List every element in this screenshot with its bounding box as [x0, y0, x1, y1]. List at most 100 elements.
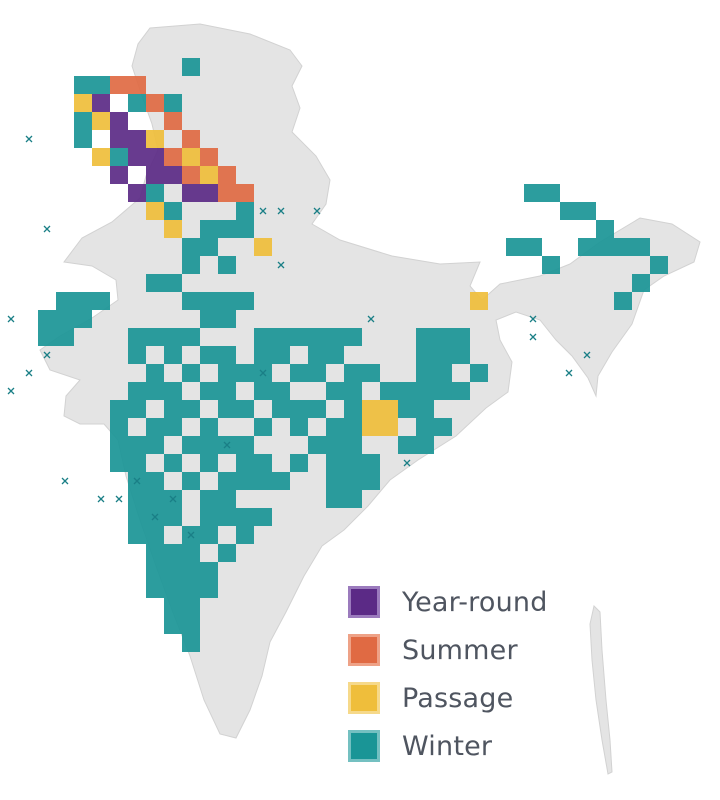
grid-cell-passage [362, 400, 380, 418]
grid-cell-winter [380, 382, 398, 400]
grid-cell-passage [380, 400, 398, 418]
sighting-cross [583, 351, 591, 359]
grid-cell-winter [146, 184, 164, 202]
grid-cell-winter [74, 310, 92, 328]
grid-cell-winter [362, 364, 380, 382]
grid-cell-winter [434, 346, 452, 364]
grid-cell-winter [182, 580, 200, 598]
island-outline [589, 605, 613, 775]
grid-cell-winter [38, 310, 56, 328]
grid-cell-winter [56, 310, 74, 328]
grid-cell-winter [416, 328, 434, 346]
grid-cell-winter [128, 400, 146, 418]
grid-cell-passage [92, 112, 110, 130]
sighting-cross [25, 369, 33, 377]
grid-cell-winter [236, 472, 254, 490]
legend-swatch-summer [348, 634, 380, 666]
grid-cell-passage [380, 418, 398, 436]
legend-item-summer: Summer [348, 626, 588, 674]
grid-cell-winter [110, 400, 128, 418]
grid-cell-winter [254, 472, 272, 490]
grid-cell-winter [416, 418, 434, 436]
grid-cell-winter [164, 544, 182, 562]
occurrence-grid [38, 58, 668, 652]
grid-cell-winter [128, 454, 146, 472]
grid-cell-summer [146, 94, 164, 112]
grid-cell-winter [128, 508, 146, 526]
grid-cell-winter [398, 400, 416, 418]
grid-cell-winter [128, 490, 146, 508]
sighting-cross [259, 207, 267, 215]
grid-cell-winter [236, 220, 254, 238]
sighting-cross [43, 225, 51, 233]
grid-cell-winter [182, 58, 200, 76]
grid-cell-winter [236, 508, 254, 526]
grid-cell-winter [416, 436, 434, 454]
sighting-cross [187, 531, 195, 539]
grid-cell-winter [326, 346, 344, 364]
grid-cell-winter [200, 562, 218, 580]
legend-label: Winter [402, 730, 493, 762]
grid-cell-winter [146, 490, 164, 508]
grid-cell-winter [110, 454, 128, 472]
grid-cell-winter [308, 436, 326, 454]
grid-cell-winter [110, 148, 128, 166]
legend-item-winter: Winter [348, 722, 588, 770]
grid-cell-winter [272, 400, 290, 418]
grid-cell-winter [164, 328, 182, 346]
grid-cell-winter [164, 454, 182, 472]
grid-cell-winter [200, 292, 218, 310]
grid-cell-winter [560, 202, 578, 220]
grid-cell-winter [164, 508, 182, 526]
grid-cell-passage [164, 220, 182, 238]
grid-cell-winter [524, 238, 542, 256]
grid-cell-winter [164, 598, 182, 616]
grid-cell-winter [182, 364, 200, 382]
grid-cell-winter [74, 112, 92, 130]
grid-cell-winter [452, 346, 470, 364]
grid-cell-winter [416, 346, 434, 364]
grid-cell-winter [272, 328, 290, 346]
grid-cell-winter [578, 238, 596, 256]
grid-cell-winter [218, 256, 236, 274]
grid-cell-winter [128, 526, 146, 544]
grid-cell-winter [164, 616, 182, 634]
grid-cell-winter [218, 382, 236, 400]
sighting-cross [133, 477, 141, 485]
grid-cell-winter [146, 418, 164, 436]
grid-cell-winter [200, 436, 218, 454]
grid-cell-winter [146, 364, 164, 382]
sighting-cross [259, 369, 267, 377]
grid-cell-year-round [200, 184, 218, 202]
grid-cell-year-round [146, 148, 164, 166]
grid-cell-winter [344, 382, 362, 400]
grid-cell-winter [56, 328, 74, 346]
grid-cell-winter [218, 346, 236, 364]
grid-cell-winter [290, 400, 308, 418]
grid-cell-winter [164, 382, 182, 400]
grid-cell-passage [146, 202, 164, 220]
grid-cell-year-round [128, 148, 146, 166]
grid-cell-year-round [146, 166, 164, 184]
grid-cell-summer [200, 148, 218, 166]
grid-cell-winter [344, 364, 362, 382]
grid-cell-winter [344, 418, 362, 436]
sighting-cross [25, 135, 33, 143]
grid-cell-winter [146, 580, 164, 598]
grid-cell-winter [398, 382, 416, 400]
grid-cell-winter [200, 454, 218, 472]
grid-cell-winter [344, 454, 362, 472]
grid-cell-winter [326, 328, 344, 346]
grid-cell-winter [308, 400, 326, 418]
grid-cell-winter [452, 382, 470, 400]
legend: Year-round Summer Passage Winter [348, 578, 588, 770]
grid-cell-winter [344, 472, 362, 490]
grid-cell-winter [290, 454, 308, 472]
grid-cell-winter [200, 508, 218, 526]
grid-cell-passage [470, 292, 488, 310]
grid-cell-winter [164, 274, 182, 292]
grid-cell-winter [218, 310, 236, 328]
grid-cell-winter [452, 328, 470, 346]
grid-cell-winter [182, 544, 200, 562]
